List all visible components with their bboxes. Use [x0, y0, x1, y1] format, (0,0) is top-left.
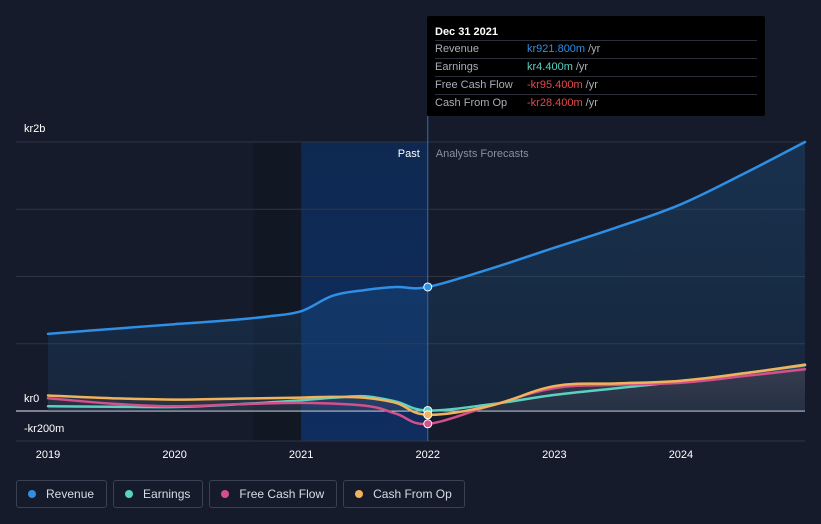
tooltip-unit: /yr — [585, 97, 598, 109]
marker-free-cash-flow — [423, 419, 433, 429]
legend-dot-icon — [221, 490, 230, 498]
x-tick-label: 2021 — [289, 449, 313, 461]
x-tick-label: 2023 — [542, 449, 566, 461]
series-line-free-cash-flow — [46, 368, 807, 426]
legend-label: Cash From Op — [373, 487, 452, 501]
x-tick-label: 2020 — [162, 449, 186, 461]
x-tick-label: 2019 — [36, 449, 60, 461]
tooltip-unit: /yr — [588, 43, 601, 55]
legend-label: Free Cash Flow — [239, 487, 325, 501]
marker-revenue — [423, 282, 433, 292]
tooltip-label: Free Cash Flow — [435, 79, 513, 91]
tooltip-label: Cash From Op — [435, 97, 508, 109]
legend-label: Earnings — [143, 487, 191, 501]
legend-dot-icon — [355, 490, 364, 498]
revenue-area — [48, 142, 805, 411]
series-line-revenue — [46, 140, 807, 336]
marker-cash-from-op — [423, 410, 433, 420]
tooltip-unit: /yr — [585, 79, 598, 91]
tooltip-value: kr921.800m — [527, 43, 586, 55]
forecast-label: Analysts Forecasts — [436, 148, 529, 160]
legend-item-cash-from-op[interactable]: Cash From Op — [343, 480, 465, 508]
x-tick-label: 2024 — [669, 449, 693, 461]
tooltip-row-free-cash-flow: Free Cash Flow -kr95.400m /yr — [435, 77, 757, 95]
past-label: Past — [398, 148, 420, 160]
tooltip-label: Revenue — [435, 43, 480, 55]
y-tick-label: kr2b — [24, 123, 45, 135]
legend-item-free-cash-flow[interactable]: Free Cash Flow — [209, 480, 338, 508]
tooltip-row-revenue: Revenue kr921.800m /yr — [435, 41, 757, 59]
y-tick-label: -kr200m — [24, 423, 64, 435]
tooltip-date: Dec 31 2021 — [435, 24, 757, 41]
series-line-cash-from-op — [46, 363, 807, 417]
tooltip-value: kr4.400m — [527, 61, 573, 73]
x-tick-label: 2022 — [416, 449, 440, 461]
tooltip-row-cash-from-op: Cash From Op -kr28.400m /yr — [435, 95, 757, 112]
legend-dot-icon — [28, 490, 36, 498]
chart-legend: Revenue Earnings Free Cash Flow Cash Fro… — [16, 480, 465, 508]
legend-item-revenue[interactable]: Revenue — [16, 480, 108, 508]
y-tick-label: kr0 — [24, 393, 39, 405]
legend-item-earnings[interactable]: Earnings — [113, 480, 204, 508]
hover-tooltip: Dec 31 2021 Revenue kr921.800m /yr Earni… — [427, 16, 765, 116]
tooltip-value: -kr95.400m — [527, 79, 583, 91]
tooltip-value: -kr28.400m — [527, 97, 583, 109]
cash-from-op-area — [48, 364, 805, 415]
tooltip-unit: /yr — [575, 61, 589, 73]
tooltip-row-earnings: Earnings kr4.400m /yr — [435, 59, 757, 77]
legend-dot-icon — [125, 490, 134, 498]
legend-label: Revenue — [46, 487, 95, 501]
tooltip-label: Earnings — [435, 61, 479, 73]
